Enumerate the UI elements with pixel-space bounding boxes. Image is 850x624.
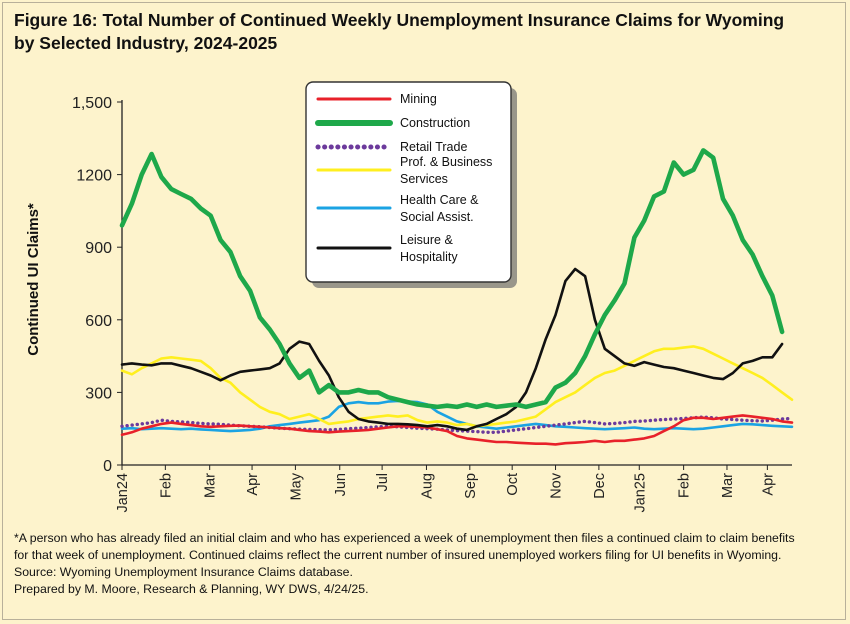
title-line-1: Figure 16: Total Number of Continued Wee… xyxy=(14,10,785,30)
title-line-2: by Selected Industry, 2024-2025 xyxy=(14,33,278,53)
x-tick-label: Apr xyxy=(760,473,776,496)
footnote-line-1: *A person who has already filed an initi… xyxy=(14,531,795,545)
x-tick-label: Jan24 xyxy=(115,473,131,513)
y-tick-label: 600 xyxy=(85,313,112,330)
series-line-construction xyxy=(119,148,785,410)
legend-label: Retail Trade xyxy=(400,140,467,154)
x-tick-label: Aug xyxy=(419,473,435,499)
legend-label: Construction xyxy=(400,116,470,130)
legend-label: Hospitality xyxy=(400,250,458,264)
y-tick-label: 300 xyxy=(85,385,112,402)
y-tick-label: 1,500 xyxy=(72,95,112,112)
y-tick-label: 0 xyxy=(103,458,112,475)
x-tick-label: Sep xyxy=(463,473,479,499)
y-tick-label: 1200 xyxy=(76,168,112,185)
series-line-mining xyxy=(120,414,794,446)
legend-label: Social Assist. xyxy=(400,210,474,224)
prepared-by-note: Prepared by M. Moore, Research & Plannin… xyxy=(14,582,369,596)
series-line-leisure-hospitality xyxy=(120,267,784,432)
footnote-line-2: for that week of unemployment. Continued… xyxy=(14,548,782,562)
x-tick-label: Jun xyxy=(333,473,349,496)
x-tick-label: Feb xyxy=(677,473,693,498)
legend-label: Prof. & Business xyxy=(400,155,492,169)
x-tick-label: Feb xyxy=(158,473,174,498)
footnote: *A person who has already filed an initi… xyxy=(14,530,834,598)
x-tick-label: Apr xyxy=(245,473,261,496)
series-line-health-care-social-assist xyxy=(120,399,794,433)
x-tick-label: Mar xyxy=(720,473,736,498)
x-tick-label: Jul xyxy=(375,473,391,492)
source-note: Source: Wyoming Unemployment Insurance C… xyxy=(14,565,353,579)
x-tick-label: Mar xyxy=(203,473,219,498)
legend-label: Services xyxy=(400,172,448,186)
x-tick-label: Dec xyxy=(592,473,608,499)
y-axis-label: Continued UI Claims* xyxy=(25,203,42,356)
x-tick-label: Jan25 xyxy=(632,473,648,513)
y-tick-label: 900 xyxy=(85,240,112,257)
x-tick-label: Nov xyxy=(549,472,565,499)
legend-label: Leisure & xyxy=(400,233,453,247)
series-line-prof-business-services xyxy=(120,345,794,428)
legend-label: Health Care & xyxy=(400,193,479,207)
legend-box xyxy=(305,81,512,283)
x-tick-label: May xyxy=(288,472,304,500)
x-tick-label: Oct xyxy=(505,473,521,496)
figure-title: Figure 16: Total Number of Continued Wee… xyxy=(14,9,834,55)
legend-label: Mining xyxy=(400,92,437,106)
